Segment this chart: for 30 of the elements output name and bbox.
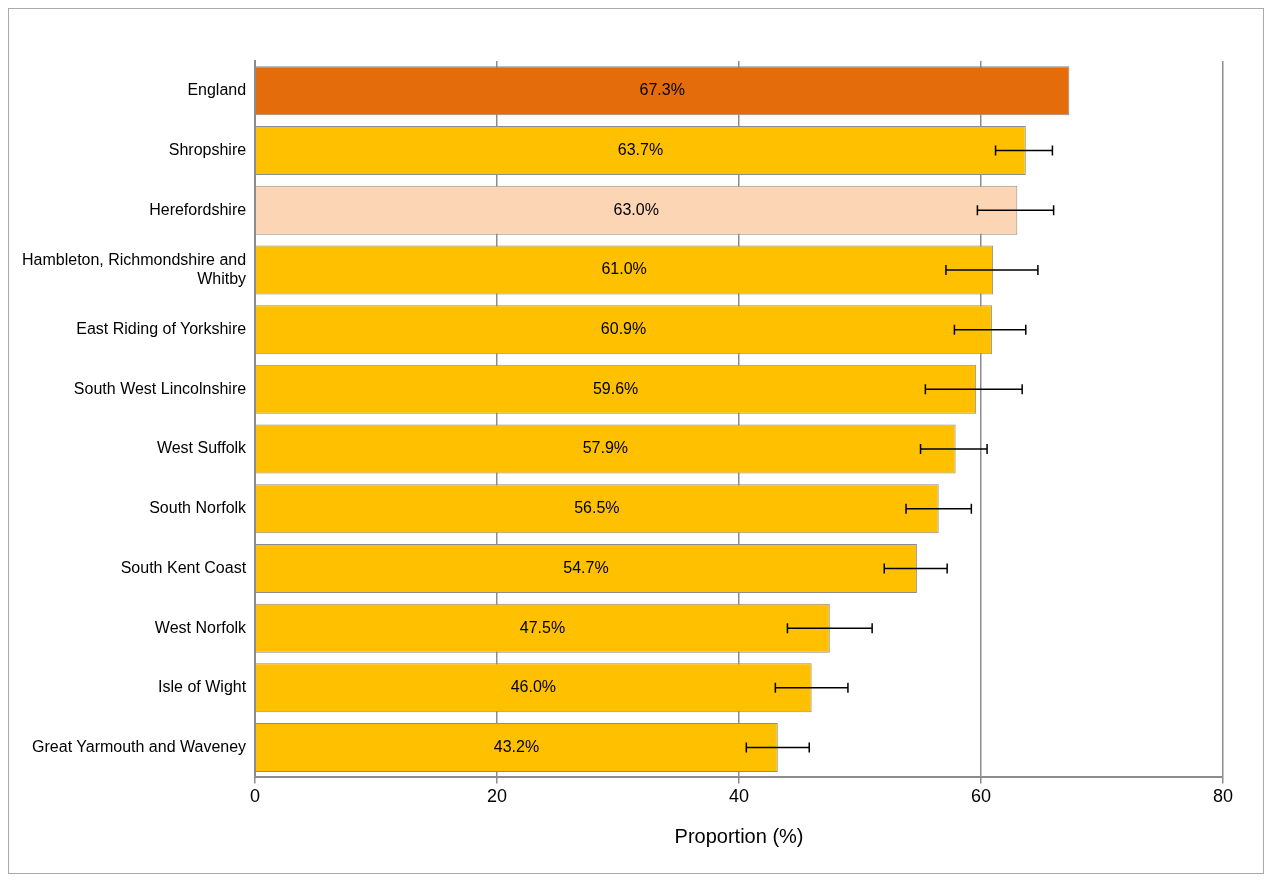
data-label: 57.9%	[582, 439, 629, 457]
x-axis-title: Proportion (%)	[674, 824, 804, 847]
data-label: 63.7%	[617, 140, 664, 158]
data-label: 61.0%	[601, 260, 647, 278]
data-label: 63.0%	[613, 200, 659, 218]
y-tick-label: South West Lincolnshire	[73, 379, 247, 397]
y-tick-label: Great Yarmouth and Waveney	[32, 737, 247, 755]
y-tick-label: England	[187, 81, 247, 99]
y-tick-label: West Suffolk	[156, 439, 248, 457]
data-label: 56.5%	[574, 499, 620, 517]
y-tick-label: East Riding of Yorkshire	[76, 320, 247, 338]
data-label: 54.7%	[563, 558, 609, 576]
y-tick-label: Herefordshire	[149, 200, 247, 218]
y-tick-label: South Kent Coast	[120, 558, 247, 576]
y-tick-label: South Norfolk	[149, 499, 248, 517]
data-label: 60.9%	[600, 320, 647, 338]
x-tick-label: 20	[487, 786, 508, 807]
y-tick-label: Hambleton, Richmondshire and Whitby	[21, 250, 247, 287]
x-tick-label: 0	[250, 786, 261, 807]
x-tick-label: 60	[971, 786, 992, 807]
data-label: 43.2%	[493, 737, 540, 755]
data-label: 67.3%	[639, 81, 685, 99]
x-tick-label: 80	[1212, 786, 1234, 807]
x-tick-label: 40	[729, 786, 750, 807]
y-tick-label: Shropshire	[168, 140, 247, 158]
data-label: 46.0%	[510, 678, 557, 696]
data-label: 59.6%	[592, 379, 639, 397]
y-tick-label: West Norfolk	[154, 618, 248, 636]
data-label: 47.5%	[519, 618, 566, 636]
y-tick-label: Isle of Wight	[158, 678, 247, 696]
